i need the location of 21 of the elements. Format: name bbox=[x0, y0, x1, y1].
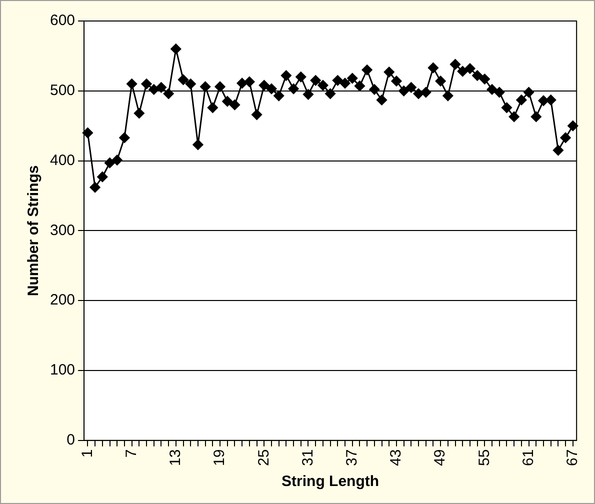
x-tick-label: 37 bbox=[343, 449, 360, 466]
x-tick-label: 1 bbox=[78, 449, 96, 458]
y-tick-label: 300 bbox=[50, 222, 76, 239]
x-tick-label: 61 bbox=[520, 449, 537, 466]
x-tick-label: 13 bbox=[167, 449, 184, 466]
y-tick-label: 200 bbox=[50, 292, 76, 309]
x-tick-label: 31 bbox=[299, 449, 316, 466]
y-tick-label: 500 bbox=[50, 82, 76, 100]
x-tick-label: 25 bbox=[255, 449, 272, 466]
x-tick-label: 67 bbox=[564, 449, 582, 466]
x-tick-label: 7 bbox=[122, 449, 140, 458]
x-tick-label: 49 bbox=[432, 449, 449, 466]
x-tick-label: 55 bbox=[476, 449, 493, 466]
x-tick-label: 43 bbox=[388, 449, 405, 466]
x-axis-title: String Length bbox=[282, 473, 380, 490]
y-axis-title: Number of Strings bbox=[25, 165, 42, 296]
y-tick-label: 100 bbox=[50, 362, 76, 379]
y-tick-label: 600 bbox=[50, 12, 76, 30]
x-tick-label: 19 bbox=[211, 449, 228, 466]
y-tick-label: 0 bbox=[66, 431, 76, 448]
y-tick-label: 400 bbox=[50, 152, 76, 169]
